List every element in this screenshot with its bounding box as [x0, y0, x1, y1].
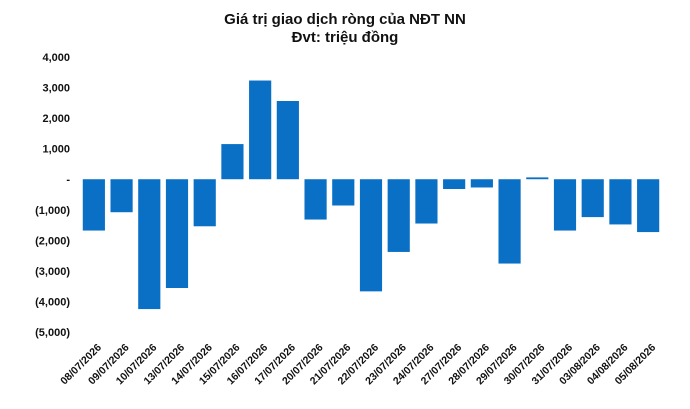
bar — [359, 179, 383, 292]
y-tick-label: (5,000) — [35, 327, 70, 339]
y-tick-label: 3,000 — [42, 83, 70, 95]
bar — [332, 179, 355, 206]
y-tick-label: 2,000 — [42, 113, 70, 125]
y-tick-label: (3,000) — [35, 266, 70, 278]
bar — [110, 179, 133, 213]
bar — [249, 80, 272, 180]
bar — [553, 179, 577, 231]
chart-title: Giá trị giao dịch ròng của NĐT NN — [224, 11, 466, 28]
bar — [443, 179, 466, 189]
chart-subtitle: Đvt: triệu đồng — [291, 29, 399, 46]
bar — [498, 179, 521, 264]
bar — [138, 179, 161, 310]
bar — [470, 179, 493, 188]
bar — [609, 179, 632, 225]
bar — [165, 179, 189, 288]
bar — [221, 144, 244, 180]
bar — [304, 179, 327, 220]
bar — [276, 101, 299, 180]
y-tick-label: (1,000) — [35, 205, 70, 217]
bar — [193, 179, 216, 227]
bar — [82, 179, 105, 231]
y-tick-label: 1,000 — [42, 144, 70, 156]
bar — [581, 179, 604, 218]
bar — [526, 177, 549, 180]
bar — [415, 179, 438, 224]
y-tick-label: (2,000) — [35, 235, 70, 247]
y-tick-label: - — [66, 174, 70, 186]
bar — [637, 179, 660, 233]
y-tick-label: (4,000) — [35, 296, 70, 308]
y-tick-label: 4,000 — [42, 52, 70, 64]
bar — [387, 179, 410, 252]
